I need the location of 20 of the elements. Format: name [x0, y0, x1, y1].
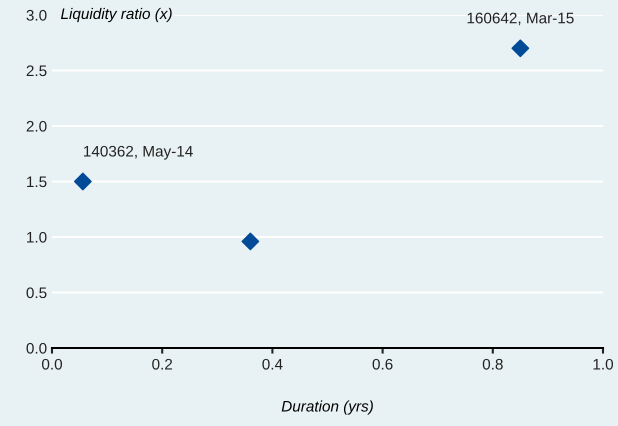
- x-tick-label: 0.0: [42, 358, 62, 370]
- y-tick-label: 3.0: [26, 10, 47, 21]
- annotation: 140362, May-14: [84, 146, 193, 160]
- x-tick-label: 0.4: [262, 358, 283, 370]
- y-tick-label: 1.0: [27, 232, 47, 243]
- x-tick-label: 0.8: [482, 358, 503, 370]
- y-tick-label: 1.5: [27, 176, 46, 188]
- x-tick-label: 0.6: [372, 358, 393, 370]
- y-axis-title: Liquidity ratio (x): [60, 8, 172, 22]
- y-tick-label: 2.0: [26, 120, 47, 132]
- y-tick-label: 0.5: [26, 287, 46, 298]
- point: [74, 172, 92, 190]
- x-axis-title: Duration (yrs): [282, 400, 373, 415]
- point: [241, 232, 260, 250]
- y-tick-label: 0.0: [26, 342, 47, 354]
- y-tick-label: 2.5: [26, 65, 46, 76]
- x-tick-label: 0.2: [152, 358, 172, 370]
- x-tick-label: 1.0: [594, 358, 614, 370]
- annotation: 160642, Mar-15: [468, 12, 574, 26]
- point: [511, 39, 530, 58]
